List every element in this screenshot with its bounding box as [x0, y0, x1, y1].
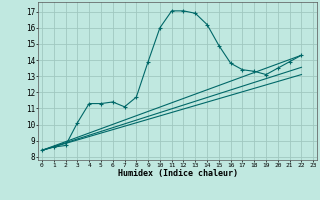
X-axis label: Humidex (Indice chaleur): Humidex (Indice chaleur): [118, 169, 238, 178]
